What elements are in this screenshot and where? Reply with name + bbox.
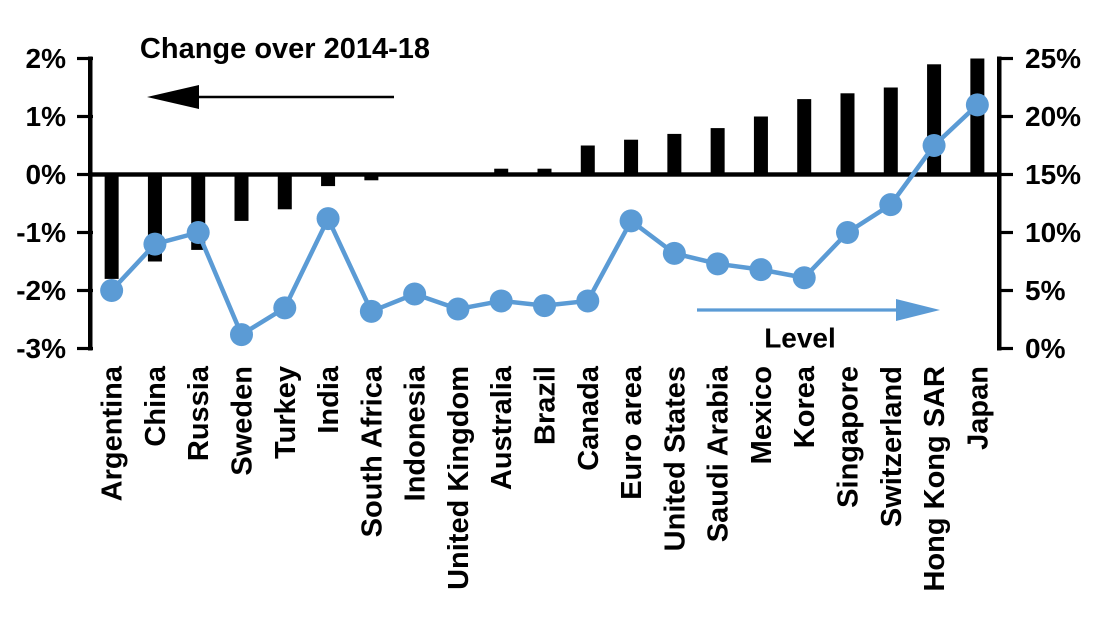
bar-saudi-arabia xyxy=(710,128,725,175)
level-point-korea xyxy=(792,266,816,290)
level-point-singapore xyxy=(836,221,859,244)
category-label-china: China xyxy=(140,365,172,446)
level-point-australia xyxy=(489,289,513,313)
bar-turkey xyxy=(277,174,292,210)
level-point-hong-kong-sar xyxy=(922,134,946,157)
bar-series-title: Change over 2014-18 xyxy=(140,33,430,65)
right-axis-tick-label: 0% xyxy=(1025,333,1066,364)
level-point-india xyxy=(316,207,340,231)
level-point-united-states xyxy=(662,241,686,265)
right-axis-tick xyxy=(998,288,1013,293)
right-axis-tick xyxy=(998,172,1013,177)
left-axis-tick-label: -3% xyxy=(16,333,66,364)
bar-australia xyxy=(494,168,509,175)
level-point-euro-area xyxy=(619,209,643,233)
bar-japan xyxy=(970,58,985,175)
level-point-canada xyxy=(576,289,600,313)
category-label-united-kingdom: United Kingdom xyxy=(443,366,475,590)
level-point-brazil xyxy=(533,294,556,318)
category-label-hong-kong-sar: Hong Kong SAR xyxy=(919,366,951,592)
bar-euro-area xyxy=(624,139,639,175)
right-axis-tick-label: 10% xyxy=(1025,217,1081,248)
bar-brazil xyxy=(537,168,552,175)
level-point-mexico xyxy=(749,258,773,282)
left-axis-tick-label: 2% xyxy=(26,43,67,74)
category-label-russia: Russia xyxy=(183,365,215,461)
category-label-korea: Korea xyxy=(789,365,821,448)
level-point-china xyxy=(143,232,167,256)
category-label-mexico: Mexico xyxy=(746,366,778,464)
category-label-sweden: Sweden xyxy=(227,366,259,476)
category-label-united-states: United States xyxy=(659,366,691,551)
left-axis-tick xyxy=(77,114,93,119)
bar-hong-kong-sar xyxy=(927,64,942,175)
level-point-japan xyxy=(965,93,989,117)
bar-sweden xyxy=(234,174,249,221)
category-label-argentina: Argentina xyxy=(97,365,129,501)
left-axis-tick xyxy=(77,346,93,351)
right-axis-tick xyxy=(998,114,1013,119)
left-axis-tick-label: -1% xyxy=(16,217,66,248)
category-label-saudi-arabia: Saudi Arabia xyxy=(703,365,735,542)
bar-south-africa xyxy=(364,174,379,181)
level-point-sweden xyxy=(230,323,253,347)
right-axis-line xyxy=(997,56,1002,351)
category-label-japan: Japan xyxy=(962,366,994,450)
right-arrow-head-icon xyxy=(896,299,940,321)
category-label-turkey: Turkey xyxy=(270,366,302,459)
right-axis-tick xyxy=(998,346,1013,351)
level-point-argentina xyxy=(100,279,124,302)
category-label-south-africa: South Africa xyxy=(356,365,388,537)
category-label-brazil: Brazil xyxy=(530,366,562,445)
left-axis-tick-label: 1% xyxy=(26,101,67,132)
bar-switzerland xyxy=(883,87,898,175)
category-label-canada: Canada xyxy=(573,365,605,471)
left-axis-tick xyxy=(77,172,93,177)
bar-argentina xyxy=(104,174,119,279)
left-axis-tick-label: 0% xyxy=(26,159,67,190)
level-point-indonesia xyxy=(403,282,427,306)
bar-mexico xyxy=(753,116,768,175)
right-axis-tick-label: 25% xyxy=(1025,43,1081,74)
category-label-singapore: Singapore xyxy=(833,366,865,508)
level-point-saudi-arabia xyxy=(706,252,730,276)
level-point-south-africa xyxy=(359,299,383,323)
left-axis-tick xyxy=(77,56,93,61)
level-point-united-kingdom xyxy=(446,297,470,321)
left-axis-tick-label: -2% xyxy=(16,275,66,306)
level-point-switzerland xyxy=(879,193,903,217)
category-label-australia: Australia xyxy=(486,365,518,490)
category-label-india: India xyxy=(313,365,345,434)
bar-canada xyxy=(580,145,595,175)
left-axis-tick xyxy=(77,230,93,235)
category-label-switzerland: Switzerland xyxy=(876,366,908,527)
level-point-turkey xyxy=(273,296,297,320)
right-axis-tick xyxy=(998,56,1013,61)
right-axis-tick-label: 20% xyxy=(1025,101,1081,132)
level-point-russia xyxy=(186,221,210,244)
category-label-euro-area: Euro area xyxy=(616,365,648,500)
bar-singapore xyxy=(840,93,855,175)
right-axis-tick-label: 5% xyxy=(1025,275,1066,306)
bar-korea xyxy=(797,99,812,175)
left-axis-tick xyxy=(77,288,93,293)
category-label-indonesia: Indonesia xyxy=(400,365,432,501)
left-axis-line xyxy=(88,56,93,351)
level-label: Level xyxy=(764,323,836,354)
right-axis-tick xyxy=(998,230,1013,235)
bar-united-states xyxy=(667,133,682,175)
bar-india xyxy=(321,174,336,187)
right-axis-tick-label: 15% xyxy=(1025,159,1081,190)
left-arrow-head-icon xyxy=(147,85,199,109)
zero-baseline xyxy=(88,172,1001,177)
